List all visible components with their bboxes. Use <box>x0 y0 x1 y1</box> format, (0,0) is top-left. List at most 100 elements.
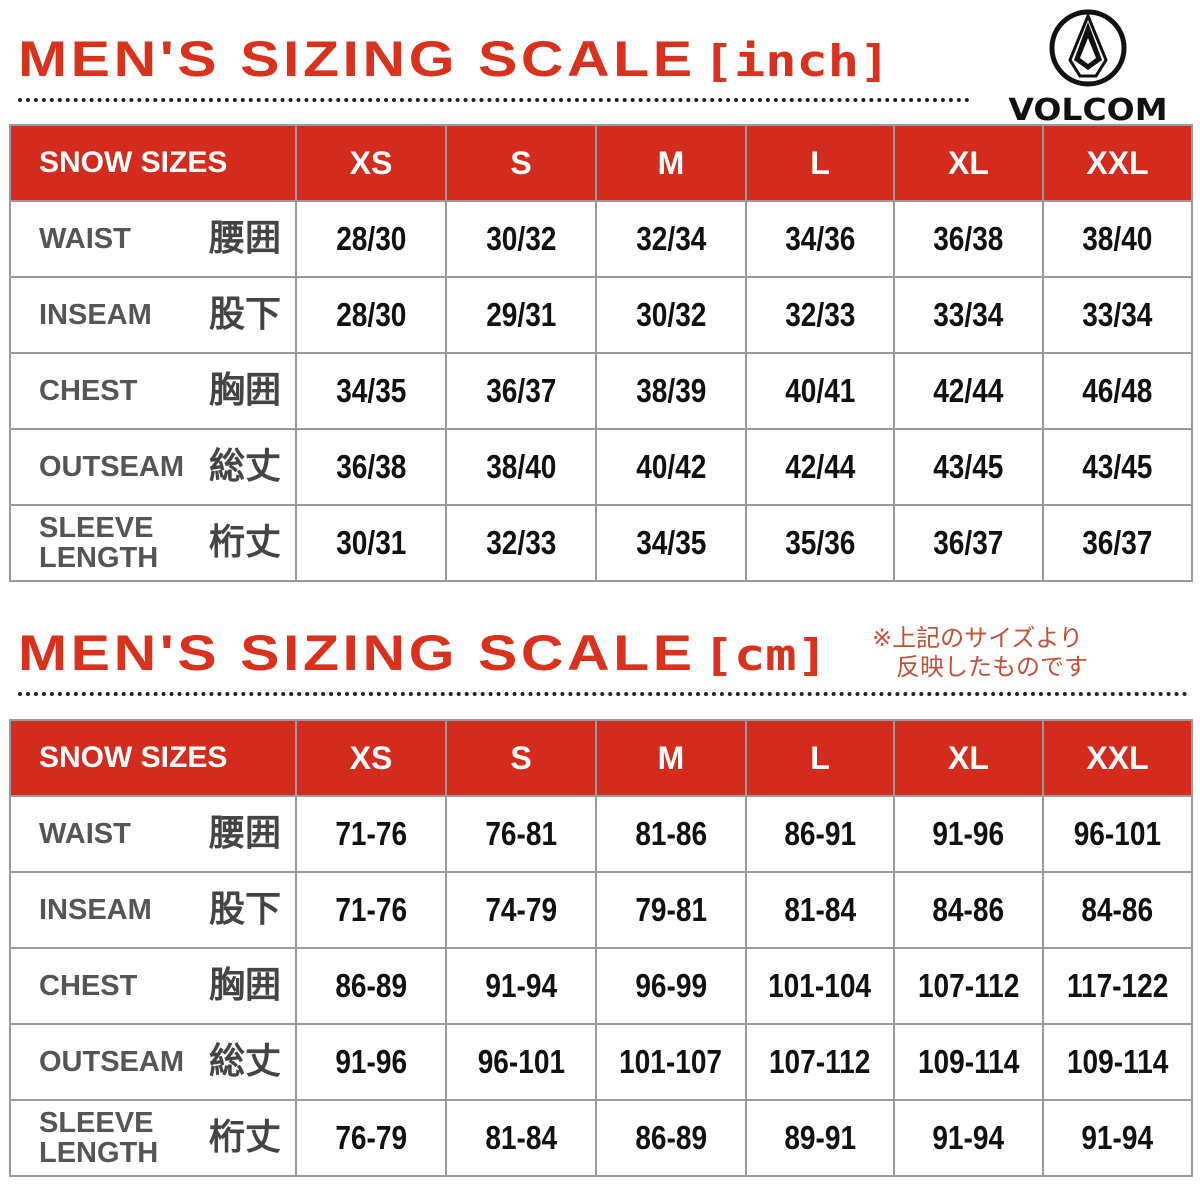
row-label: INSEAM 股下 <box>9 276 297 354</box>
volcom-logo: VOLCOM <box>992 8 1184 128</box>
size-value: 29/31 <box>485 296 557 333</box>
label-en: SLEEVE LENGTH <box>39 1107 159 1169</box>
size-cell: 86-91 <box>745 795 895 873</box>
size-value: 33/34 <box>1082 296 1153 333</box>
size-value: 107-112 <box>769 1043 871 1080</box>
size-value: 30/31 <box>335 524 407 561</box>
label-jp: 股下 <box>208 294 281 335</box>
size-cell: 36/38 <box>295 428 447 506</box>
table-row: CHEST 胸囲 34/35 36/37 38/39 40/41 42/44 46/48 <box>9 352 1193 430</box>
label-en: INSEAM <box>39 299 152 331</box>
size-value: 34/35 <box>335 372 407 409</box>
label-jp: 桁丈 <box>208 1117 281 1158</box>
size-cell: 35/36 <box>745 504 895 582</box>
size-value: 117-122 <box>1066 967 1169 1004</box>
label-jp: 股下 <box>208 889 281 930</box>
size-value: 40/41 <box>784 372 856 409</box>
size-cell: 29/31 <box>445 276 597 354</box>
size-value: 96-99 <box>635 967 707 1004</box>
size-value: 43/45 <box>1082 448 1153 485</box>
label-jp: 腰囲 <box>208 218 281 259</box>
size-header: L <box>745 124 895 202</box>
title-text: MEN'S SIZING SCALE <box>18 625 696 681</box>
size-value: 28/30 <box>335 296 407 333</box>
size-value: 101-107 <box>619 1043 723 1080</box>
size-header: XXL <box>1042 124 1193 202</box>
size-value: 74-79 <box>485 891 557 928</box>
cm-title: MEN'S SIZING SCALE [cm] <box>18 624 828 682</box>
size-header: M <box>595 719 747 797</box>
table-row: SLEEVE LENGTH 桁丈 30/31 32/33 34/35 35/36 36/37… <box>9 504 1193 582</box>
size-cell: 91-94 <box>893 1099 1044 1177</box>
size-value: 81-84 <box>784 891 856 928</box>
row-label: OUTSEAM 総丈 <box>9 1023 297 1101</box>
size-value: 91-94 <box>485 967 557 1004</box>
size-value: 84-86 <box>932 891 1005 928</box>
row-label: OUTSEAM 総丈 <box>9 428 297 506</box>
size-cell: 79-81 <box>595 871 747 949</box>
unit-label: [inch] <box>702 36 891 87</box>
label-jp: 胸囲 <box>208 370 281 411</box>
size-cell: 30/32 <box>595 276 747 354</box>
size-value: 40/42 <box>635 448 707 485</box>
size-value: 91-94 <box>1081 1119 1154 1156</box>
size-cell: 28/30 <box>295 276 447 354</box>
size-cell: 91-94 <box>445 947 597 1025</box>
size-cell: 43/45 <box>1042 428 1193 506</box>
label-en: WAIST <box>39 818 131 850</box>
size-cell: 117-122 <box>1042 947 1193 1025</box>
row-label: CHEST 胸囲 <box>9 947 297 1025</box>
size-cell: 33/34 <box>893 276 1044 354</box>
unit-label: [cm] <box>702 630 828 681</box>
size-value: 46/48 <box>1082 372 1153 409</box>
size-value: 30/32 <box>635 296 707 333</box>
size-cell: 81-84 <box>745 871 895 949</box>
size-value: 71-76 <box>335 815 407 852</box>
size-cell: 84-86 <box>893 871 1044 949</box>
title-text: MEN'S SIZING SCALE <box>18 31 696 87</box>
size-value: 36/37 <box>485 372 557 409</box>
label-en: CHEST <box>39 970 138 1002</box>
size-value: 89-91 <box>784 1119 856 1156</box>
size-value: 84-86 <box>1081 891 1154 928</box>
size-cell: 42/44 <box>893 352 1044 430</box>
row-label: WAIST 腰囲 <box>9 795 297 873</box>
row-label: SLEEVE LENGTH 桁丈 <box>9 1099 297 1177</box>
table-row: INSEAM 股下 71-76 74-79 79-81 81-84 84-86 84-86 <box>9 871 1193 949</box>
size-value: 32/33 <box>485 524 557 561</box>
size-cell: 34/36 <box>745 200 895 278</box>
label-en: OUTSEAM <box>39 451 184 483</box>
size-cell: 33/34 <box>1042 276 1193 354</box>
size-cell: 43/45 <box>893 428 1044 506</box>
size-value: 71-76 <box>335 891 407 928</box>
header-row: SNOW SIZES XS S M L XL XXL <box>9 124 1193 202</box>
size-cell: 109-114 <box>1042 1023 1193 1101</box>
table-row: INSEAM 股下 28/30 29/31 30/32 32/33 33/34 33/34 <box>9 276 1193 354</box>
size-value: 96-101 <box>477 1043 565 1080</box>
table-row: OUTSEAM 総丈 91-96 96-101 101-107 107-112 109-11… <box>9 1023 1193 1101</box>
size-value: 28/30 <box>335 220 407 257</box>
size-value: 109-114 <box>1066 1043 1169 1080</box>
size-cell: 28/30 <box>295 200 447 278</box>
size-cell: 89-91 <box>745 1099 895 1177</box>
size-cell: 86-89 <box>595 1099 747 1177</box>
label-jp: 総丈 <box>208 446 281 487</box>
label-en: WAIST <box>39 223 131 255</box>
size-value: 30/32 <box>485 220 557 257</box>
size-value: 91-94 <box>932 1119 1005 1156</box>
size-cell: 34/35 <box>595 504 747 582</box>
size-value: 36/38 <box>933 220 1004 257</box>
size-value: 36/38 <box>335 448 407 485</box>
size-header: L <box>745 719 895 797</box>
size-value: 101-104 <box>768 967 872 1004</box>
size-value: 91-96 <box>335 1043 407 1080</box>
size-cell: 76-81 <box>445 795 597 873</box>
size-header: XS <box>295 719 447 797</box>
row-label: CHEST 胸囲 <box>9 352 297 430</box>
size-header: M <box>595 124 747 202</box>
size-cell: 36/37 <box>893 504 1044 582</box>
label-jp: 腰囲 <box>208 813 281 854</box>
size-value: 36/37 <box>933 524 1004 561</box>
size-cell: 32/34 <box>595 200 747 278</box>
size-value: 107-112 <box>917 967 1020 1004</box>
